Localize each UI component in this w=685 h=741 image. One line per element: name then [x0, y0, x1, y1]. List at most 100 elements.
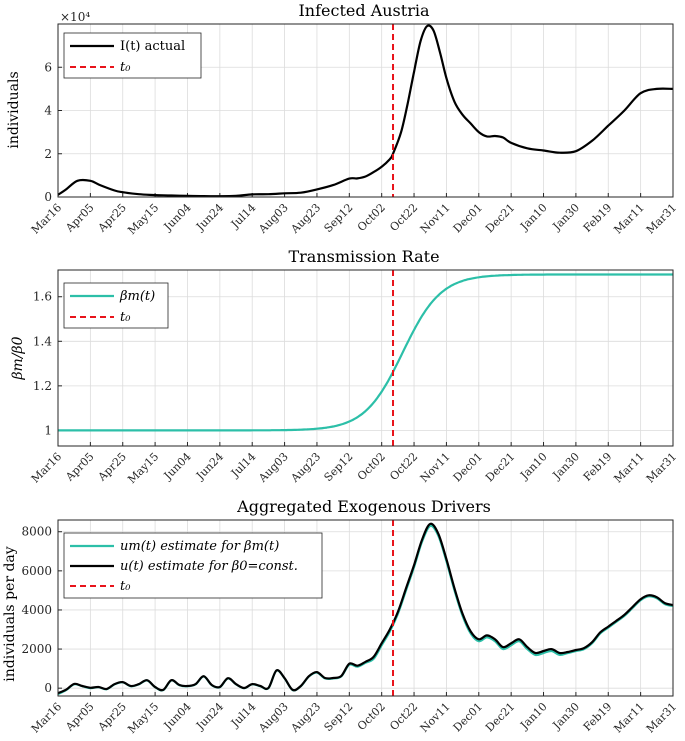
drivers-legend-label-u: u(t) estimate for β0=const.	[120, 559, 298, 574]
drivers-panel: Aggregated Exogenous Drivers individuals…	[2, 497, 679, 736]
transmission-legend: βm(t) t₀	[63, 282, 169, 329]
drivers-series-line-1	[57, 522, 674, 695]
infected-panel: Infected Austria ×10⁴ individuals 0 2 4 6 M…	[6, 1, 679, 237]
infected-xtick-label: Jun04	[161, 201, 194, 234]
transmission-xtick-label: Jun04	[161, 450, 194, 483]
drivers-xtick-label: Jun24	[193, 700, 226, 733]
transmission-legend-label-t0: t₀	[120, 310, 131, 325]
infected-legend-label-t0: t₀	[120, 60, 131, 75]
infected-exponent-label: ×10⁴	[60, 10, 90, 24]
drivers-xtick-label: Aug23	[288, 700, 323, 735]
infected-series	[57, 24, 674, 198]
drivers-ytick-label: 6000	[21, 564, 52, 578]
drivers-xtick-label: Jul14	[228, 700, 258, 730]
drivers-xtick-label: Oct22	[387, 700, 420, 733]
drivers-legend-label-t0: t₀	[120, 579, 131, 594]
infected-ytick-label: 4	[44, 104, 52, 118]
transmission-xtick-label: Dec21	[483, 450, 517, 484]
infected-xtick-label: Mar16	[29, 201, 64, 236]
transmission-xtick-label: Oct02	[355, 450, 388, 483]
transmission-xtick-label: Jan30	[550, 450, 583, 483]
transmission-xtick-label: Dec01	[451, 450, 485, 484]
transmission-xtick-label: Aug23	[288, 450, 323, 485]
infected-ytick-label: 0	[44, 190, 52, 204]
drivers-xtick-label: Apr05	[62, 700, 96, 734]
drivers-xtick-label: Mar31	[644, 700, 679, 735]
drivers-yticks: 0 2000 4000 6000 8000	[21, 525, 62, 695]
drivers-axes-frame	[57, 519, 674, 697]
infected-xtick-label: Nov11	[418, 201, 453, 236]
infected-xtick-label: Jun24	[193, 201, 226, 234]
infected-xtick-label: Jul14	[228, 201, 258, 231]
drivers-legend: um(t) estimate for βm(t) u(t) estimate f…	[63, 532, 323, 599]
transmission-ytick-label: 1.2	[33, 379, 52, 393]
infected-xtick-label: Jan10	[517, 201, 550, 234]
drivers-xtick-label: Sep12	[322, 700, 356, 734]
transmission-xtick-label: Mar31	[644, 450, 679, 485]
infected-xtick-label: Dec01	[451, 201, 485, 235]
transmission-axes-frame	[57, 269, 674, 447]
drivers-ytick-label: 0	[44, 681, 52, 695]
transmission-panel: Transmission Rate βm/β0 1 1.2 1.4 1.6 Mar16…	[10, 247, 679, 486]
drivers-legend-label-um: um(t) estimate for βm(t)	[120, 539, 279, 554]
transmission-xtick-label: Apr05	[62, 450, 96, 484]
infected-legend: I(t) actual t₀	[63, 32, 202, 79]
transmission-ytick-label: 1.6	[33, 290, 52, 304]
drivers-xtick-label: Dec21	[483, 700, 517, 734]
infected-xtick-label: Jan30	[550, 201, 583, 234]
infected-xtick-label: Oct02	[355, 201, 388, 234]
infected-ytick-label: 2	[44, 147, 52, 161]
transmission-xtick-label: Sep12	[322, 450, 356, 484]
transmission-ylabel: βm/β0	[10, 336, 26, 380]
drivers-xtick-label: Feb19	[581, 700, 615, 734]
transmission-xtick-label: Jul14	[228, 450, 258, 480]
infected-ytick-label: 6	[44, 60, 52, 74]
infected-xtick-label: Aug23	[288, 201, 323, 236]
drivers-xtick-label: Dec01	[451, 700, 485, 734]
infected-xtick-label: Mar31	[644, 201, 679, 236]
drivers-xtick-label: Mar16	[29, 700, 64, 735]
drivers-ylabel: individuals per day	[2, 546, 18, 681]
infected-series-line-0	[57, 24, 674, 198]
transmission-xtick-label: Jun24	[193, 450, 226, 483]
drivers-xtick-label: Jun04	[161, 700, 194, 733]
transmission-xtick-label: May15	[125, 450, 161, 486]
drivers-ytick-label: 4000	[21, 603, 52, 617]
drivers-xtick-label: Jan10	[517, 700, 550, 733]
drivers-xtick-label: Mar11	[611, 700, 646, 735]
drivers-xtick-label: Apr25	[95, 700, 129, 734]
infected-title: Infected Austria	[298, 1, 429, 20]
infected-xtick-label: Dec21	[483, 201, 517, 235]
infected-xtick-label: Apr25	[95, 201, 129, 235]
transmission-ytick-label: 1.4	[33, 334, 52, 348]
drivers-ytick-label: 2000	[21, 642, 52, 656]
infected-xtick-label: May15	[125, 201, 161, 237]
drivers-ytick-label: 8000	[21, 525, 52, 539]
drivers-xtick-label: Jan30	[550, 700, 583, 733]
transmission-xtick-label: Feb19	[581, 450, 615, 484]
infected-xtick-label: Oct22	[387, 201, 420, 234]
infected-axes-frame	[57, 23, 674, 198]
drivers-xtick-label: Oct02	[355, 700, 388, 733]
transmission-series-line-0	[58, 273, 673, 432]
drivers-series	[57, 522, 674, 696]
transmission-xtick-label: Mar16	[29, 450, 64, 485]
transmission-xtick-label: Oct22	[387, 450, 420, 483]
infected-legend-label-actual: I(t) actual	[120, 39, 185, 54]
transmission-legend-label-beta: βm(t)	[119, 289, 155, 304]
infected-xtick-label: Feb19	[581, 201, 615, 235]
transmission-xtick-label: Mar11	[611, 450, 646, 485]
transmission-xtick-label: Jan10	[517, 450, 550, 483]
transmission-xtick-label: Aug03	[255, 450, 290, 485]
infected-ylabel: individuals	[6, 71, 22, 148]
infected-xtick-label: Mar11	[611, 201, 646, 236]
transmission-series	[58, 273, 673, 432]
drivers-xtick-label: May15	[125, 700, 161, 736]
drivers-xtick-label: Nov11	[418, 700, 453, 735]
transmission-ytick-label: 1	[44, 423, 52, 437]
transmission-yticks: 1 1.2 1.4 1.6	[33, 290, 62, 437]
drivers-xtick-label: Aug03	[255, 700, 290, 735]
